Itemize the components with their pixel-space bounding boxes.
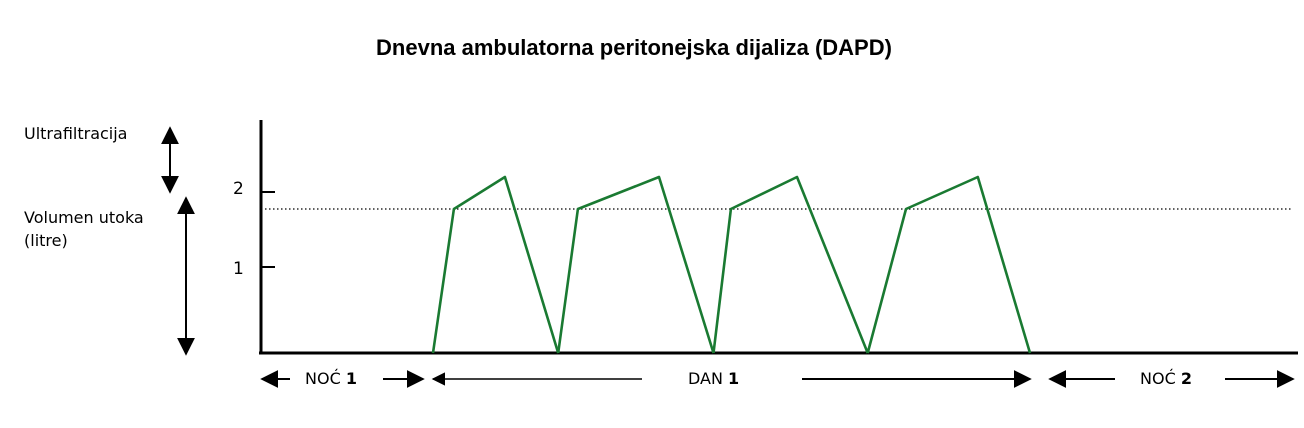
noc2-label: NOĆ 2 bbox=[1140, 369, 1192, 388]
y-tick-label-2: 2 bbox=[233, 179, 244, 199]
dan1-num: 1 bbox=[728, 369, 739, 388]
y-tick-label-1: 1 bbox=[233, 259, 244, 279]
noc2-text: NOĆ bbox=[1140, 369, 1176, 388]
exchange-cycle-3 bbox=[712, 175, 869, 354]
chart-title: Dnevna ambulatorna peritonejska dijaliza… bbox=[376, 35, 892, 60]
dan1-label: DAN 1 bbox=[688, 369, 739, 388]
exchange-cycle-4 bbox=[866, 175, 1032, 354]
volume-unit-label: (litre) bbox=[24, 231, 68, 250]
dan1-text: DAN bbox=[688, 369, 723, 388]
exchange-cycle-1 bbox=[431, 175, 560, 354]
noc1-text: NOĆ bbox=[305, 369, 341, 388]
exchange-cycle-2 bbox=[556, 175, 715, 354]
noc2-num: 2 bbox=[1181, 369, 1192, 388]
noc1-num: 1 bbox=[346, 369, 357, 388]
series-layer bbox=[431, 175, 1032, 354]
volume-label: Volumen utoka bbox=[24, 208, 144, 227]
noc1-label: NOĆ 1 bbox=[305, 369, 357, 388]
ultrafiltration-label: Ultrafiltracija bbox=[24, 124, 127, 143]
